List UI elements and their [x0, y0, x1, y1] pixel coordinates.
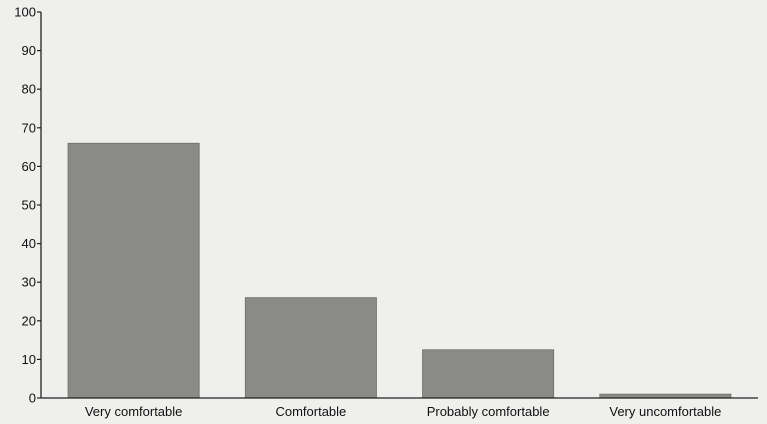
- y-tick-label: 70: [22, 120, 36, 135]
- y-tick-label: 20: [22, 313, 36, 328]
- y-tick-label: 80: [22, 82, 36, 97]
- y-tick-label: 100: [14, 5, 36, 20]
- y-ticks: 0 10 20 30 40 50 60 70 80 90 100: [14, 5, 41, 406]
- y-tick-label: 10: [22, 352, 36, 367]
- y-tick-label: 40: [22, 236, 36, 251]
- x-category-label: Probably comfortable: [427, 404, 550, 419]
- bar: [422, 349, 555, 399]
- bar: [67, 142, 200, 399]
- y-tick-label: 90: [22, 43, 36, 58]
- y-tick-label: 0: [29, 391, 36, 406]
- x-category-label: Very comfortable: [85, 404, 183, 419]
- y-tick-label: 30: [22, 275, 36, 290]
- bar: [244, 297, 377, 399]
- x-category-label: Comfortable: [275, 404, 346, 419]
- x-category-label: Very uncomfortable: [609, 404, 721, 419]
- x-labels: Very comfortable Comfortable Probably comf…: [85, 404, 722, 419]
- y-tick-label: 60: [22, 159, 36, 174]
- bars: [67, 142, 732, 399]
- y-tick-label: 50: [22, 198, 36, 213]
